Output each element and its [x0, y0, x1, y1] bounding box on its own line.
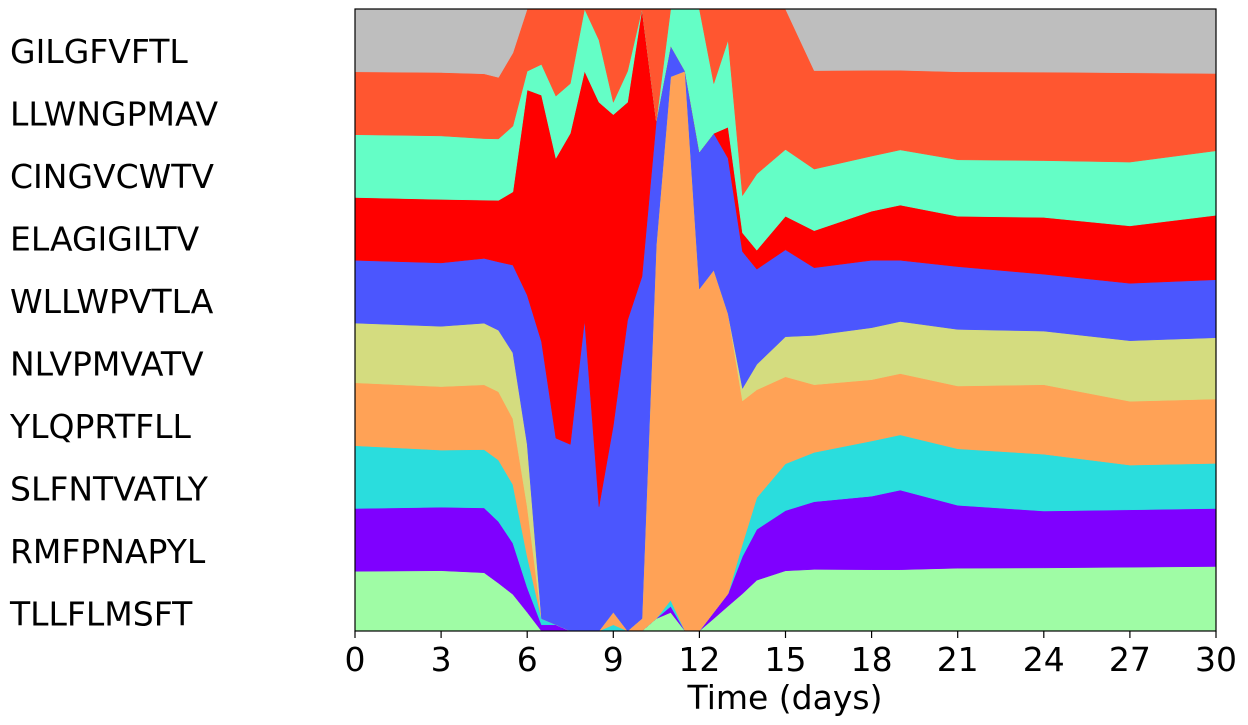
x-tick-label: 6 — [517, 640, 538, 679]
x-tick-label: 30 — [1195, 640, 1237, 679]
legend-label-elagigiltv: ELAGIGILTV — [10, 220, 200, 259]
x-tick-label: 18 — [851, 640, 893, 679]
x-axis-label: Time (days) — [687, 678, 883, 717]
plot-area — [354, 8, 1217, 632]
x-tick-label: 15 — [765, 640, 807, 679]
x-tick-label: 24 — [1023, 640, 1065, 679]
x-tick-label: 9 — [603, 640, 624, 679]
legend: GILGFVFTL LLWNGPMAV CINGVCWTV ELAGIGILTV WLL… — [9, 32, 218, 634]
legend-label-wllwpvtla: WLLWPVTLA — [10, 282, 214, 321]
legend-label-rmfpnapyl: RMFPNAPYL — [10, 532, 206, 571]
legend-label-gilgfvftl: GILGFVFTL — [10, 32, 188, 71]
x-tick-label: 3 — [431, 640, 452, 679]
x-axis: 0 3 6 9 12 15 18 21 24 27 30 — [345, 631, 1237, 679]
legend-label-tllflmsft: TLLFLMSFT — [9, 595, 193, 634]
legend-label-cingvcwtv: CINGVCWTV — [10, 157, 214, 196]
legend-label-ylqprtfll: YLQPRTFLL — [9, 407, 191, 446]
x-tick-label: 0 — [345, 640, 366, 679]
x-tick-label: 27 — [1109, 640, 1151, 679]
x-tick-label: 12 — [678, 640, 720, 679]
area-tllflmsft — [354, 566, 1217, 632]
legend-label-nlvpmvatv: NLVPMVATV — [10, 345, 204, 384]
x-tick-label: 21 — [937, 640, 979, 679]
legend-label-llwngpmav: LLWNGPMAV — [10, 95, 218, 134]
legend-label-slfntvatly: SLFNTVATLY — [10, 470, 209, 509]
